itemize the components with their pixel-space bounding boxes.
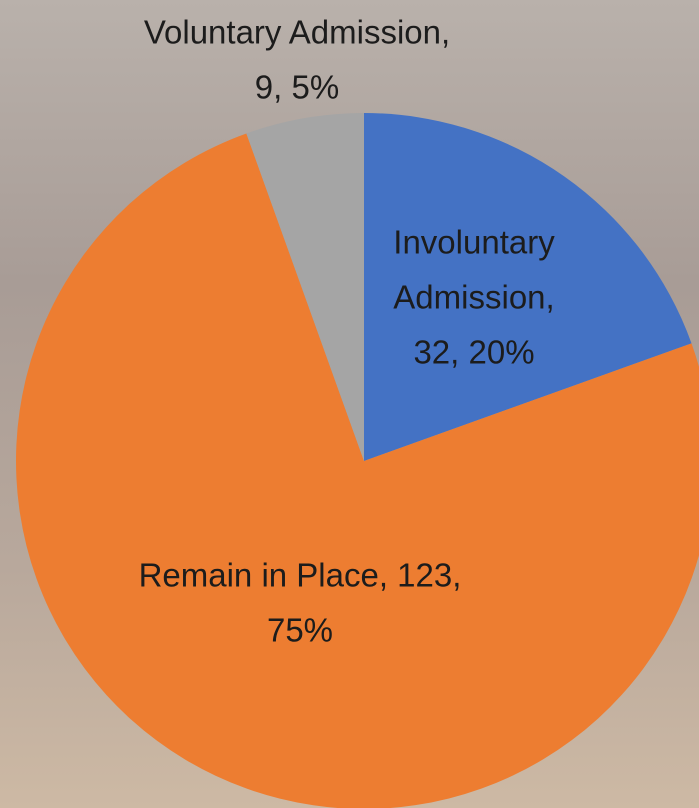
pie-slice bbox=[16, 133, 699, 808]
data-label: 32, 20% bbox=[413, 334, 534, 371]
data-label: Admission, bbox=[393, 279, 554, 316]
data-label: Voluntary Admission, bbox=[144, 14, 450, 51]
pie-slice bbox=[364, 113, 692, 461]
data-label: Involuntary bbox=[393, 224, 555, 261]
data-label: 75% bbox=[267, 612, 333, 649]
pie-slice bbox=[246, 113, 364, 461]
data-label: Remain in Place, 123, bbox=[139, 557, 462, 594]
data-label: 9, 5% bbox=[255, 69, 339, 106]
